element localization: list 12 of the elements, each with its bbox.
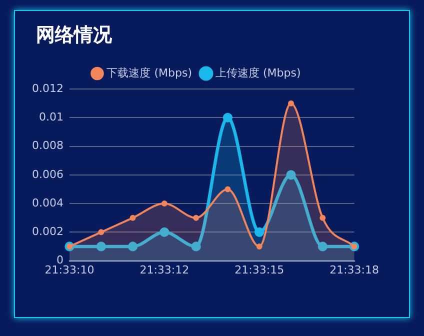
legend-label: 上传速度 (Mbps): [216, 66, 301, 80]
y-tick-label: 0.01: [38, 110, 64, 124]
x-tick-label: 21:33:18: [330, 263, 379, 276]
y-tick-label: 0.006: [32, 168, 64, 181]
y-tick-label: 0.002: [32, 225, 64, 238]
x-tick-label: 21:33:15: [234, 263, 284, 276]
y-tick-label: 0.008: [32, 139, 64, 152]
y-tick-label: 0.012: [32, 82, 64, 95]
chart-title: 网络情况: [36, 23, 112, 48]
x-tick-label: 21:33:12: [140, 263, 190, 276]
legend-label: 下载速度 (Mbps): [106, 66, 192, 80]
y-tick-label: 0.004: [32, 196, 64, 210]
